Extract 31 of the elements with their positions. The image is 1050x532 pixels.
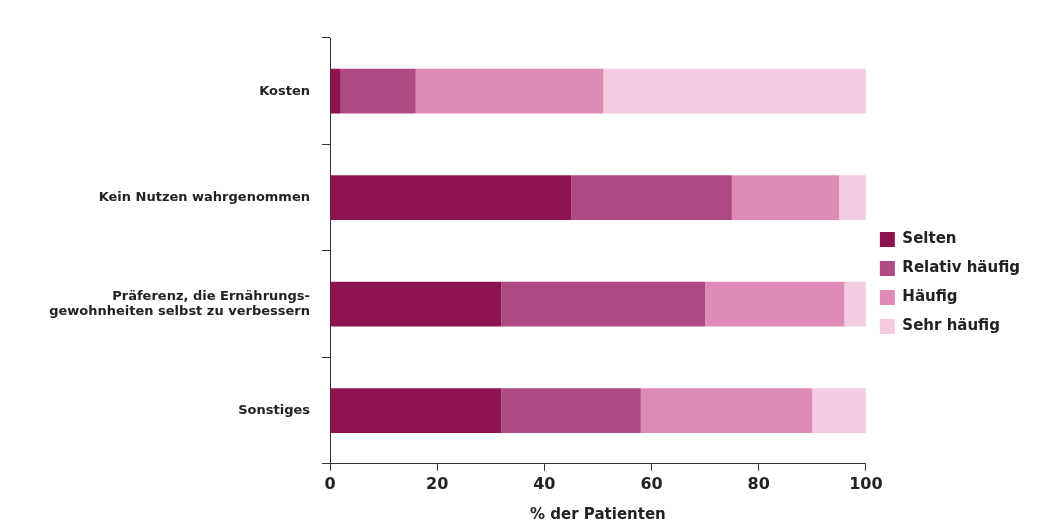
x-tick-label: 0 xyxy=(324,473,336,493)
y-tick-label: Kein Nutzen wahrgenommen xyxy=(98,189,310,205)
bar xyxy=(415,68,604,114)
x-axis-title: % der Patienten xyxy=(530,504,666,523)
legend-label: Relativ häufig xyxy=(902,258,1021,277)
bar xyxy=(330,68,341,114)
legend-label: Häufig xyxy=(902,287,958,306)
bar xyxy=(640,388,813,433)
x-tick-label: 80 xyxy=(747,473,770,493)
y-tick-label: Kosten xyxy=(259,82,310,98)
x-tick-label: 100 xyxy=(849,473,883,493)
bar xyxy=(501,388,641,433)
bar xyxy=(330,388,502,433)
legend-label: Selten xyxy=(902,229,957,248)
y-tick-label: Präferenz, die Ernährungs- gewohnheiten selbst zu verbessern xyxy=(49,287,310,319)
bar xyxy=(571,175,732,221)
bar xyxy=(705,281,845,327)
x-tick-label: 40 xyxy=(533,473,556,493)
legend-label: Sehr häufig xyxy=(902,316,1000,335)
bar xyxy=(330,281,502,327)
bar xyxy=(330,175,572,221)
bar xyxy=(812,388,866,433)
bar xyxy=(839,175,866,221)
bar xyxy=(340,68,416,114)
bar xyxy=(844,281,866,327)
x-tick-label: 20 xyxy=(426,473,449,493)
bar xyxy=(731,175,840,221)
bar xyxy=(501,281,706,327)
bar xyxy=(603,68,866,114)
y-tick-label: Sonstiges xyxy=(238,401,311,417)
x-tick-label: 60 xyxy=(640,473,663,493)
